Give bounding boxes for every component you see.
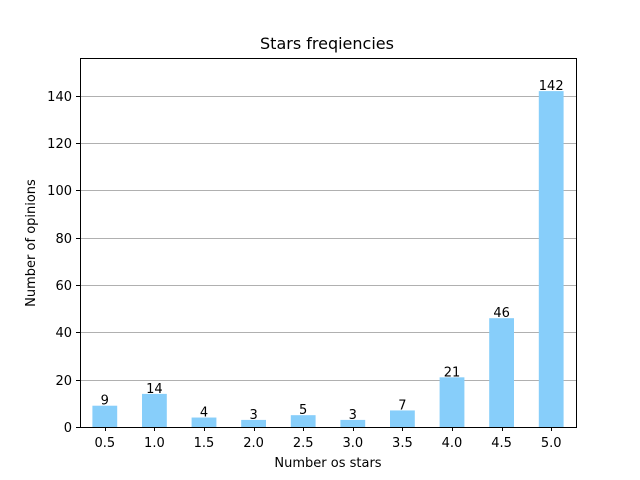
bar-value-label: 21 — [444, 365, 461, 380]
bar — [340, 419, 366, 427]
bar-value-label: 9 — [101, 394, 109, 409]
chart-title: Stars freqiencies — [260, 34, 394, 53]
x-tick-label: 1.0 — [144, 436, 165, 451]
x-tick-label: 0.5 — [94, 436, 115, 451]
bar — [191, 417, 217, 427]
x-tick-label: 4.5 — [491, 436, 512, 451]
bar — [241, 419, 266, 427]
bar — [92, 405, 118, 427]
x-axis-label: Number os stars — [274, 456, 381, 471]
bar-value-label: 4 — [200, 406, 208, 421]
bar-value-label: 14 — [146, 382, 163, 397]
y-tick-label: 0 — [64, 421, 72, 436]
x-tick-label: 2.0 — [243, 436, 264, 451]
y-tick-label: 100 — [47, 184, 72, 199]
x-tick-label: 1.5 — [194, 436, 215, 451]
bar — [390, 410, 415, 427]
bar-value-label: 5 — [299, 403, 307, 418]
bar-value-label: 3 — [249, 408, 257, 423]
y-tick-label: 40 — [55, 326, 72, 341]
bars — [92, 91, 564, 427]
y-tick-label: 120 — [47, 137, 72, 152]
bar — [142, 393, 167, 427]
x-tick-label: 3.0 — [342, 436, 363, 451]
x-axis-ticks: 0.5 1.0 1.5 2.0 2.5 3.0 3.5 4.0 4.5 5.0 — [94, 427, 562, 451]
x-tick-label: 2.5 — [293, 436, 314, 451]
x-tick-label: 3.5 — [392, 436, 413, 451]
y-axis-ticks: 0 20 40 60 80 100 120 140 — [47, 90, 80, 436]
bar-value-label: 7 — [398, 398, 406, 413]
y-axis-label: Number of opinions — [24, 179, 39, 307]
data-labels: 9 14 4 3 5 3 7 21 46 142 — [101, 79, 564, 423]
x-tick-label: 4.0 — [442, 436, 463, 451]
bar-value-label: 3 — [349, 408, 357, 423]
bar — [439, 377, 465, 427]
y-tick-label: 20 — [55, 374, 72, 389]
plot-frame — [80, 58, 577, 428]
y-tick-label: 60 — [55, 279, 72, 294]
bar-value-label: 46 — [493, 306, 510, 321]
bar-value-label: 142 — [539, 79, 564, 94]
bar — [489, 318, 514, 427]
bar — [538, 91, 564, 427]
y-tick-label: 80 — [55, 232, 72, 247]
gridlines — [80, 96, 576, 428]
y-tick-label: 140 — [47, 90, 72, 105]
bar — [290, 415, 316, 427]
x-tick-label: 5.0 — [541, 436, 562, 451]
